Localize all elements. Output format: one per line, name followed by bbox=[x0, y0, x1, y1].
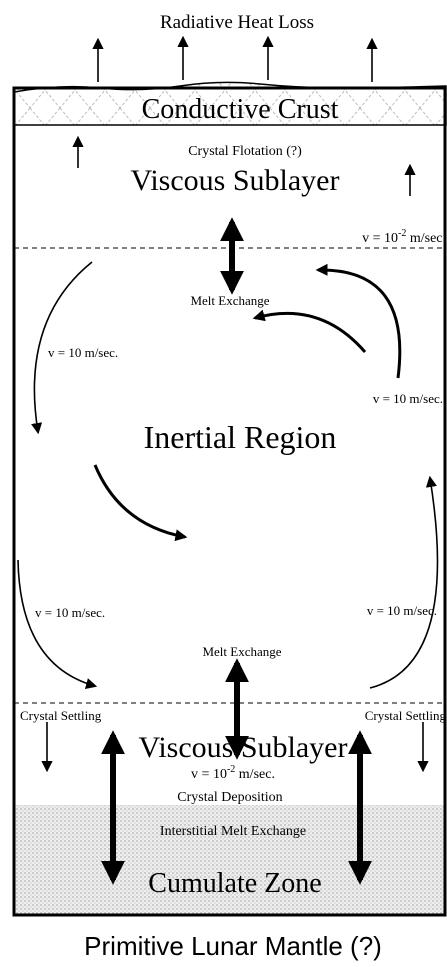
settling-label: Crystal Settling bbox=[20, 708, 102, 723]
exchange-label: Interstitial Melt Exchange bbox=[160, 824, 306, 839]
velocity: v = 10 m/sec. bbox=[35, 605, 105, 620]
crust-note: Crystal Flotation (?) bbox=[188, 144, 302, 159]
frame bbox=[12, 86, 447, 917]
exchange-label: Melt Exchange bbox=[202, 644, 281, 659]
exchange-label: Melt Exchange bbox=[190, 293, 269, 308]
velocity: v = 10-2 m/sec. bbox=[191, 764, 275, 782]
title: Radiative Heat Loss bbox=[160, 12, 314, 33]
deposition-label: Crystal Deposition bbox=[177, 790, 282, 805]
cumulate-label: Cumulate Zone bbox=[148, 868, 321, 899]
velocity: v = 10 m/sec. bbox=[373, 391, 443, 406]
sublayer-label: Viscous Sublayer bbox=[130, 164, 339, 197]
footer: Primitive Lunar Mantle (?) bbox=[84, 931, 382, 961]
crust-label: Conductive Crust bbox=[142, 94, 339, 125]
cumulate-band bbox=[14, 805, 445, 915]
velocity: v = 10-2 m/sec. bbox=[362, 228, 446, 246]
heat-arrows bbox=[92, 35, 378, 82]
arrows bbox=[17, 135, 439, 885]
velocity: v = 10 m/sec. bbox=[48, 345, 118, 360]
sublayer-label: Viscous Sublayer bbox=[138, 731, 347, 764]
region-label: Inertial Region bbox=[144, 419, 337, 455]
settling-label: Crystal Settling bbox=[365, 708, 447, 723]
velocity: v = 10 m/sec. bbox=[367, 603, 437, 618]
